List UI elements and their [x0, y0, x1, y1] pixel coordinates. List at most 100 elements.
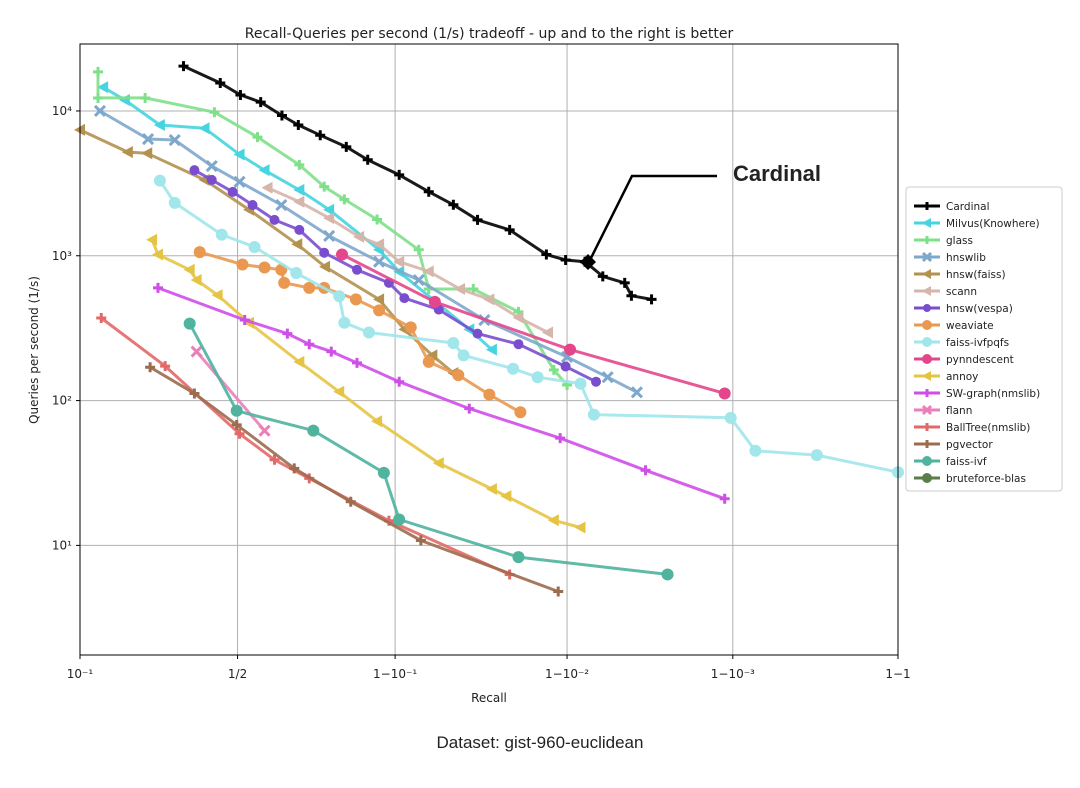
marker [248, 240, 261, 253]
marker [96, 312, 107, 323]
marker [646, 294, 657, 305]
marker [307, 424, 320, 437]
plot-frame [79, 43, 899, 656]
marker [428, 295, 441, 308]
marker [922, 456, 932, 466]
marker [512, 311, 524, 324]
marker [921, 251, 933, 263]
marker [258, 261, 271, 274]
marker [377, 466, 390, 479]
marker [362, 326, 375, 339]
legend-label: flann [946, 405, 972, 417]
marker [97, 81, 109, 94]
marker [485, 483, 497, 496]
legend: Cardinal Milvus(Knowhere) glass hnswlib hnsw… [914, 201, 1040, 485]
marker [190, 345, 203, 358]
x-tick-label: 1−1 [885, 667, 910, 681]
legend-label: weaviate [946, 320, 994, 332]
marker [922, 218, 931, 228]
marker [923, 423, 931, 431]
marker [923, 236, 931, 244]
marker [291, 238, 303, 251]
marker [293, 195, 305, 208]
legend-label: pgvector [946, 439, 993, 451]
marker [234, 428, 245, 439]
marker [362, 154, 373, 165]
x-tick-label: 1/2 [228, 667, 247, 681]
x-tick-label: 10⁻¹ [67, 667, 94, 681]
marker [373, 238, 385, 251]
marker [352, 357, 362, 368]
marker [513, 339, 524, 350]
marker [323, 203, 335, 216]
marker [252, 132, 263, 143]
marker [423, 186, 434, 197]
y-tick-label: 10¹ [52, 538, 72, 552]
marker [269, 454, 280, 465]
marker [923, 202, 931, 210]
marker [211, 289, 223, 302]
marker [393, 513, 406, 526]
caption: Dataset: gist-960-euclidean [437, 733, 644, 752]
marker [336, 248, 349, 261]
marker [718, 387, 731, 400]
marker [261, 181, 273, 194]
marker [373, 304, 386, 317]
marker [205, 160, 218, 173]
marker [412, 273, 425, 287]
marker [289, 463, 300, 474]
marker [454, 282, 466, 295]
marker [236, 258, 249, 271]
legend-label: annoy [946, 371, 978, 383]
marker [413, 244, 424, 255]
marker [394, 169, 405, 180]
marker [504, 224, 515, 235]
marker [282, 328, 293, 339]
marker [500, 490, 512, 503]
legend-label: BallTree(nmslib) [946, 422, 1030, 434]
legend-label: Cardinal [946, 201, 990, 213]
marker [278, 276, 291, 289]
marker [189, 388, 200, 399]
marker [447, 336, 460, 349]
marker [426, 349, 438, 362]
marker [140, 92, 151, 103]
marker [276, 110, 287, 121]
series-line [341, 253, 726, 395]
marker [193, 246, 206, 259]
marker [394, 376, 405, 387]
marker [275, 198, 288, 212]
marker [464, 403, 475, 414]
marker [547, 514, 559, 527]
legend-label: faiss-ivfpqfs [946, 337, 1009, 349]
marker [145, 362, 156, 373]
marker [548, 364, 559, 375]
legend-label: glass [946, 235, 973, 247]
marker [922, 473, 932, 483]
marker [326, 346, 337, 357]
marker [922, 371, 931, 381]
marker [227, 186, 238, 197]
marker [339, 194, 350, 205]
marker [372, 214, 383, 225]
marker [422, 355, 435, 368]
marker [542, 326, 554, 339]
marker [121, 146, 133, 159]
marker [457, 349, 470, 362]
marker [294, 224, 305, 235]
marker [319, 247, 330, 258]
marker [247, 200, 258, 211]
marker [399, 293, 410, 304]
marker [153, 174, 166, 187]
marker [183, 317, 196, 330]
marker [749, 444, 762, 457]
legend-box [905, 186, 1063, 492]
annotation-arrow [588, 174, 717, 261]
marker [507, 362, 520, 375]
marker [923, 389, 931, 397]
marker [587, 408, 600, 421]
marker [230, 404, 243, 417]
marker [333, 385, 345, 398]
marker [448, 199, 459, 210]
marker [531, 371, 544, 384]
